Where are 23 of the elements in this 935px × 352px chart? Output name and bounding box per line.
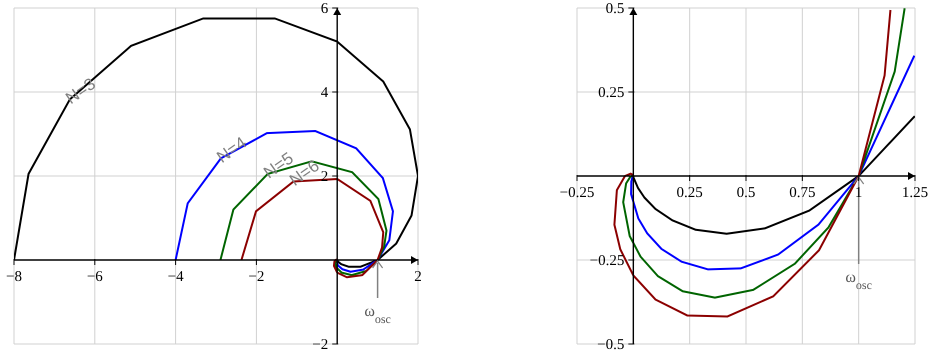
text: N=3 xyxy=(62,74,100,108)
x-tick-label: −8 xyxy=(6,269,22,285)
y-tick-label: 0.5 xyxy=(606,1,624,17)
x-tick-label: 0.75 xyxy=(789,185,816,201)
x-tick-label: 1.25 xyxy=(902,185,928,201)
x-tick-label: −6 xyxy=(86,269,104,285)
line-series xyxy=(174,130,394,273)
x-tick-label: 1 xyxy=(854,185,862,201)
y-tick-label: 6 xyxy=(320,1,329,17)
y-tick-label: −2 xyxy=(312,337,328,352)
x-tick-label: −2 xyxy=(248,269,264,285)
x-tick-label: 0.25 xyxy=(676,185,703,201)
x-tick-label: −4 xyxy=(168,269,184,285)
x-tick-label: −0.25 xyxy=(560,185,594,201)
y-tick-label: −0.5 xyxy=(597,337,624,352)
annotation: ω$_{osc}$ xyxy=(364,303,391,326)
annotation: ω$_{osc}$ xyxy=(845,269,872,292)
y-tick-label: −0.25 xyxy=(590,253,624,269)
y-tick-label: 0.25 xyxy=(598,85,624,101)
y-tick-label: 4 xyxy=(320,85,329,101)
x-tick-label: 2 xyxy=(414,269,422,285)
text: N=4 xyxy=(213,132,250,167)
x-tick-label: 0.5 xyxy=(736,185,756,201)
